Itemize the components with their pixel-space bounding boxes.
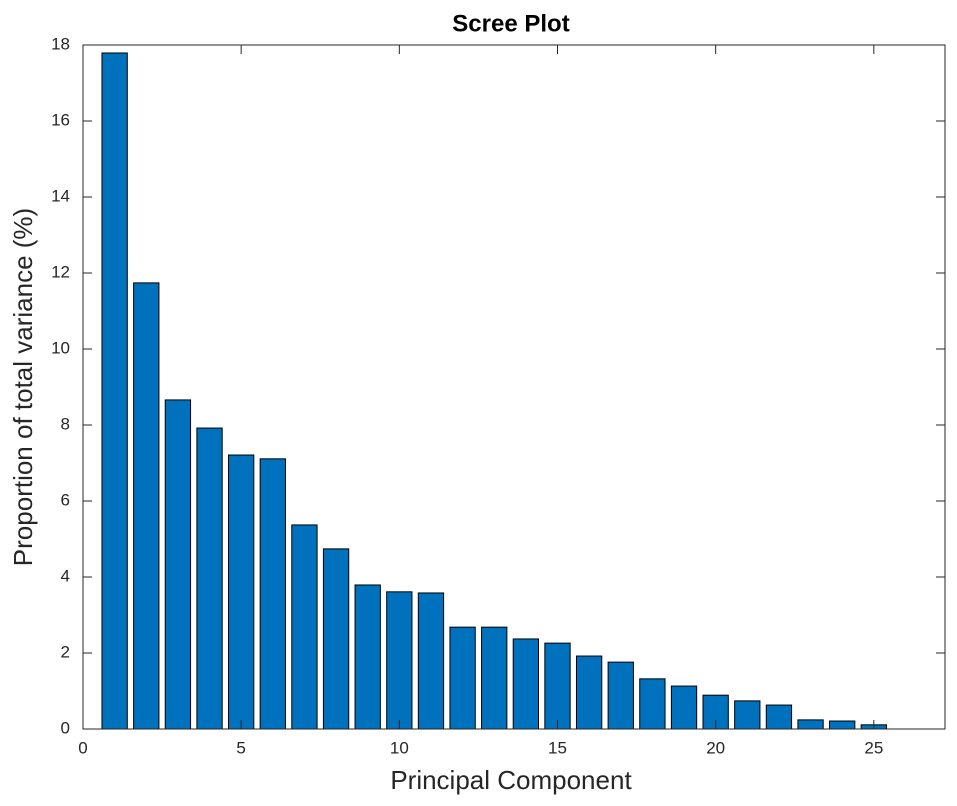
bar — [417, 592, 445, 730]
y-tick-label: 6 — [61, 490, 70, 509]
bar — [544, 642, 571, 730]
bar — [228, 454, 255, 730]
axes-box — [82, 44, 946, 730]
x-tick-label: 5 — [236, 738, 245, 757]
x-tick-label: 25 — [864, 738, 883, 757]
y-tick-label: 18 — [51, 34, 70, 53]
bar — [386, 591, 413, 730]
bar — [829, 720, 856, 730]
bar — [354, 584, 381, 730]
x-tick-label: 15 — [548, 738, 567, 757]
bar — [322, 548, 350, 730]
bar — [797, 719, 824, 730]
bar — [670, 685, 698, 730]
y-tick-label: 8 — [61, 414, 70, 433]
x-axis-label: Principal Component — [390, 765, 632, 795]
bar — [639, 678, 666, 730]
y-tick-label: 16 — [51, 110, 70, 129]
y-tick-label: 4 — [61, 566, 70, 585]
x-tick-label: 0 — [78, 738, 87, 757]
bar — [575, 655, 603, 730]
y-tick-label: 0 — [61, 718, 70, 737]
chart-title: Scree Plot — [452, 10, 569, 37]
x-tick-label: 10 — [390, 738, 409, 757]
y-axis-label: Proportion of total variance (%) — [8, 208, 38, 566]
bar — [291, 524, 318, 730]
y-tick-label: 10 — [51, 338, 70, 357]
bar — [734, 700, 761, 730]
bar — [196, 427, 223, 730]
bar — [164, 399, 192, 730]
bar — [765, 704, 793, 730]
bar — [481, 626, 508, 730]
y-tick-label: 2 — [61, 642, 70, 661]
bar — [607, 661, 634, 730]
x-tick-label: 20 — [706, 738, 725, 757]
y-tick-label: 14 — [51, 186, 70, 205]
bar — [133, 282, 160, 730]
bar — [101, 52, 128, 730]
bar — [449, 626, 476, 730]
bar — [259, 458, 286, 730]
y-tick-label: 12 — [51, 262, 70, 281]
bar — [512, 638, 540, 730]
